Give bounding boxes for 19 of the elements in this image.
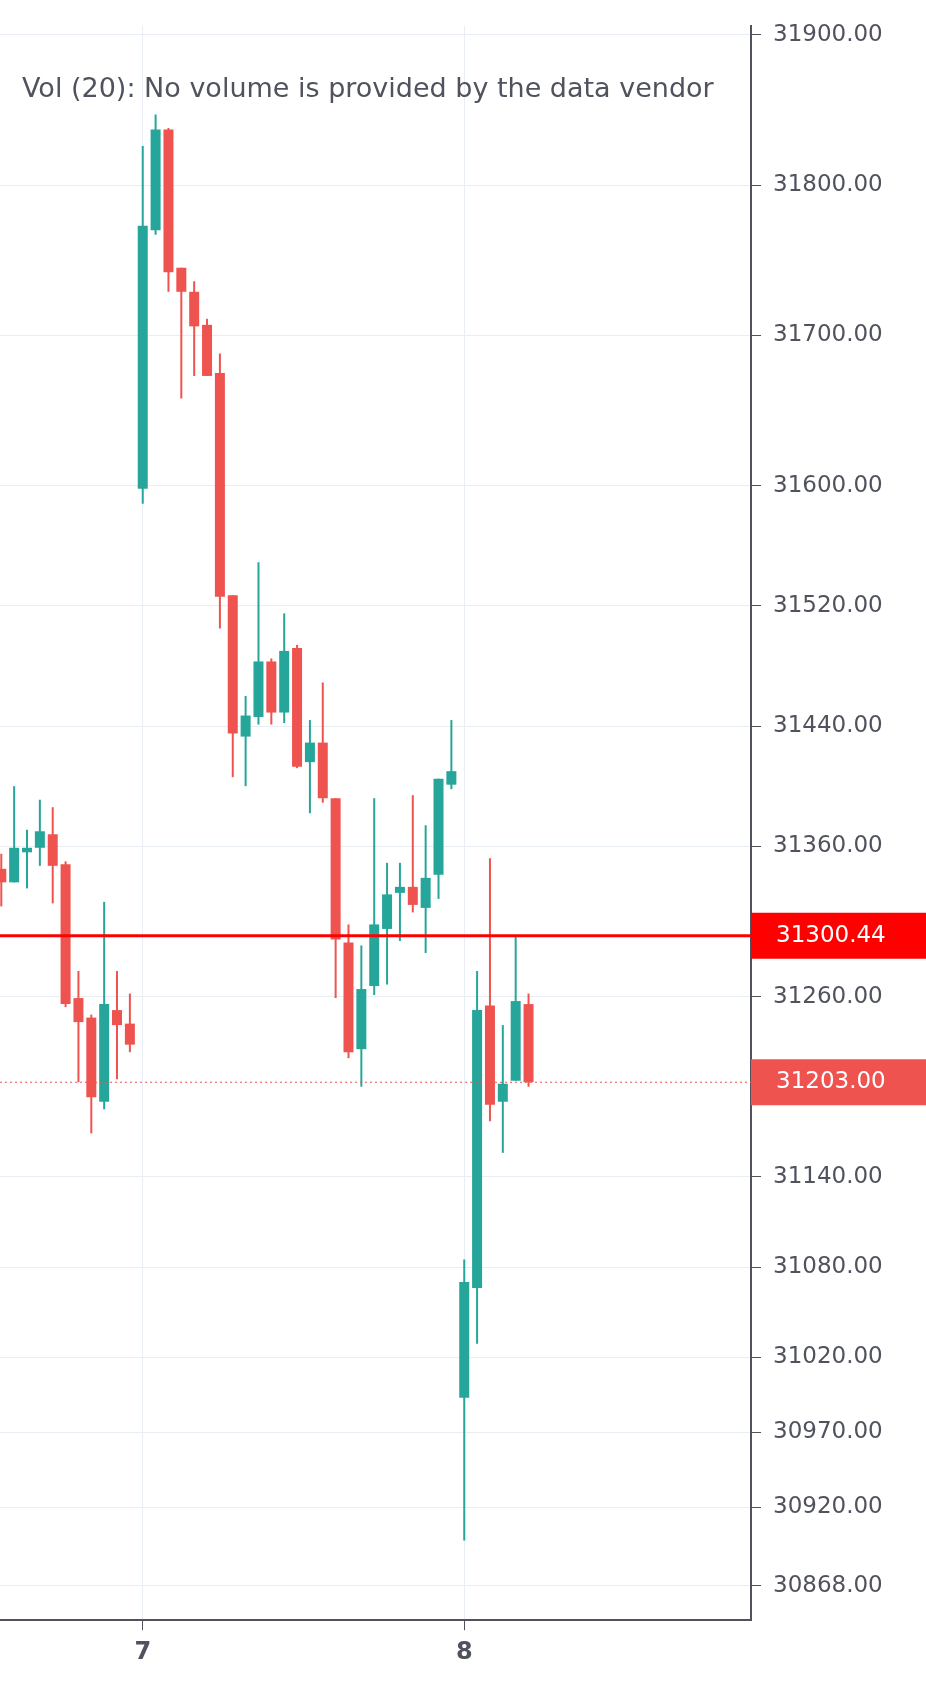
x-tick-label: 7 xyxy=(134,1636,152,1665)
y-tick-label: 31080.00 xyxy=(773,1252,883,1279)
y-tick-label: 31900.00 xyxy=(773,19,883,46)
annotation: Vol (20): No volume is provided by the data vendor xyxy=(22,72,714,103)
y-tick-label: 31800.00 xyxy=(773,170,883,197)
y-tick-label: 31600.00 xyxy=(773,470,883,497)
y-tick-label: 31260.00 xyxy=(773,981,883,1008)
y-tick-label: 31440.00 xyxy=(773,711,883,738)
y-tick-label: 30868.00 xyxy=(773,1570,883,1597)
y-tick-label: 31020.00 xyxy=(773,1342,883,1369)
y-tick-label: 30970.00 xyxy=(773,1417,883,1444)
y-tick-label: 30920.00 xyxy=(773,1492,883,1519)
y-tick-label: 31360.00 xyxy=(773,831,883,858)
x-tick-label: 8 xyxy=(455,1636,473,1665)
y-tick-label: 31700.00 xyxy=(773,320,883,347)
y-tick-label: 31520.00 xyxy=(773,590,883,617)
ref-line-label: 31203.00 xyxy=(776,1067,886,1094)
ref-line-label: 31300.44 xyxy=(776,920,886,947)
y-tick-label: 31140.00 xyxy=(773,1161,883,1188)
